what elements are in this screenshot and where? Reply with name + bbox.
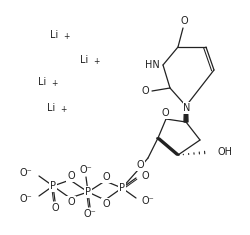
Text: O⁻: O⁻ — [142, 196, 155, 206]
Text: O: O — [51, 203, 59, 213]
Text: +: + — [51, 79, 58, 88]
Text: Li: Li — [50, 30, 58, 40]
Text: N: N — [183, 103, 191, 113]
Text: O⁻: O⁻ — [80, 165, 92, 175]
Text: O⁻: O⁻ — [19, 168, 32, 178]
Text: O: O — [102, 199, 110, 209]
Text: O: O — [141, 86, 149, 96]
Text: O: O — [102, 172, 110, 182]
Text: +: + — [93, 57, 100, 66]
Text: Li: Li — [38, 77, 46, 87]
Polygon shape — [156, 138, 180, 155]
Text: O: O — [67, 171, 75, 181]
Text: +: + — [60, 105, 66, 114]
Polygon shape — [184, 106, 188, 122]
Text: O: O — [141, 171, 148, 181]
Text: O: O — [67, 197, 75, 207]
Text: O: O — [161, 108, 169, 118]
Text: HN: HN — [145, 60, 160, 70]
Text: Li: Li — [47, 103, 55, 113]
Text: P: P — [50, 181, 56, 191]
Text: O: O — [180, 16, 188, 26]
Text: +: + — [63, 32, 70, 41]
Text: P: P — [85, 187, 91, 197]
Text: P: P — [119, 183, 125, 193]
Text: Li: Li — [80, 55, 88, 65]
Text: OH: OH — [217, 147, 232, 157]
Text: O: O — [136, 160, 144, 170]
Text: O⁻: O⁻ — [19, 194, 32, 204]
Text: O⁻: O⁻ — [84, 209, 96, 219]
